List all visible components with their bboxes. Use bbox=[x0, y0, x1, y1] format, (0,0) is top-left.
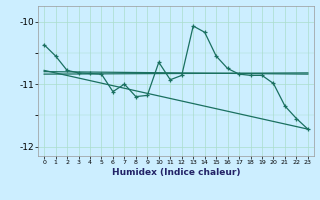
X-axis label: Humidex (Indice chaleur): Humidex (Indice chaleur) bbox=[112, 168, 240, 177]
